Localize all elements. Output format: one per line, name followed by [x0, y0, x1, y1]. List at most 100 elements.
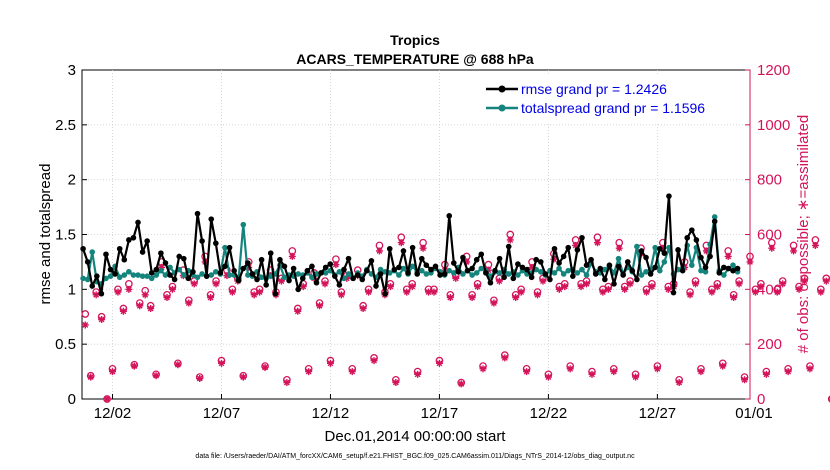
rmse-point: [592, 271, 599, 277]
rmse-point: [162, 260, 169, 266]
totalspread-point: [473, 270, 480, 276]
rmse-point: [464, 267, 471, 274]
rmse-point: [240, 265, 247, 272]
obs-assimilated-point: [81, 321, 89, 329]
totalspread-point: [116, 274, 123, 281]
obs-assimilated-point: [109, 368, 117, 376]
legend: rmse grand pr = 1.2426 totalspread grand…: [480, 76, 742, 122]
obs-assimilated-point: [305, 368, 313, 376]
obs-assimilated-point: [163, 294, 171, 302]
obs-assimilated-point: [583, 280, 591, 288]
rmse-point: [684, 234, 691, 241]
y-axis-label: rmse and totalspread: [37, 164, 54, 305]
obs-assimilated-point: [495, 277, 503, 285]
rmse-point: [135, 219, 141, 226]
rmse-point: [345, 255, 352, 262]
totalspread-point: [469, 272, 475, 278]
obs-assimilated-point: [659, 244, 667, 252]
totalspread-point: [460, 271, 466, 277]
rmse-point: [542, 271, 549, 277]
obs-assimilated-point: [751, 288, 759, 296]
legend-rmse-marker: [498, 85, 506, 93]
totalspread-point: [377, 266, 384, 273]
x-axis-label: Dec.01,2014 00:00:00 start: [325, 428, 507, 445]
rmse-point: [606, 262, 613, 269]
rmse-point: [382, 290, 388, 297]
obs-assimilated-point: [708, 288, 716, 296]
rmse-point: [258, 256, 265, 263]
rmse-point: [158, 250, 164, 256]
obs-assimilated-point: [332, 261, 340, 269]
obs-assimilated-point: [746, 258, 754, 266]
obs-assimilated-point: [539, 277, 547, 285]
rmse-series: [80, 193, 741, 297]
obs-assimilated-point: [343, 274, 351, 282]
obs-assimilated-point: [648, 283, 656, 291]
totalspread-point: [423, 271, 430, 277]
rmse-point: [652, 264, 658, 271]
y2-tick-label-5: 1000: [757, 117, 790, 134]
rmse-point: [707, 253, 713, 260]
chart-title: Tropics: [390, 32, 440, 48]
totalspread-point: [162, 272, 169, 278]
obs-assimilated-point: [261, 363, 269, 371]
obs-assimilated-point: [386, 283, 394, 291]
rmse-point: [437, 272, 443, 278]
obs-assimilated-point: [501, 354, 509, 362]
totalspread-point: [583, 272, 590, 278]
rmse-point: [679, 267, 686, 274]
totalspread-point: [478, 265, 485, 272]
totalspread-point: [226, 272, 233, 278]
rmse-point: [551, 245, 558, 252]
obs-assimilated-point: [359, 305, 367, 313]
legend-spread-label: totalspread grand pr = 1.1596: [521, 100, 705, 116]
obs-assimilated-point: [768, 244, 776, 252]
rmse-point: [167, 272, 173, 278]
rmse-point: [263, 282, 269, 288]
rmse-point: [281, 263, 288, 270]
obs-assimilated-point: [414, 370, 422, 378]
totalspread-point: [199, 271, 205, 277]
obs-assimilated-point: [506, 236, 514, 244]
x-tick-label-5: 12/27: [639, 405, 677, 422]
rmse-point: [505, 243, 512, 250]
rmse-point: [478, 251, 485, 258]
rmse-point: [226, 244, 233, 251]
totalspread-point: [698, 267, 704, 274]
obs-assimilated-point: [337, 291, 345, 299]
totalspread-point: [579, 266, 585, 273]
totalspread-point: [336, 268, 343, 275]
totalspread-point: [711, 214, 718, 220]
obs-assimilated-point: [468, 294, 476, 302]
obs-assimilated-point: [256, 288, 264, 296]
totalspread-point: [634, 243, 640, 250]
rmse-point: [313, 279, 320, 286]
left-axis: 0 0.5 1 1.5 2 2.5 3: [55, 62, 87, 408]
rmse-point: [547, 276, 553, 283]
obs-assimilated-point: [463, 258, 471, 266]
obs-assimilated-point: [653, 365, 661, 373]
rmse-point: [89, 283, 96, 289]
obs-assimilated-point: [217, 359, 225, 367]
obs-assimilated-point: [119, 307, 127, 315]
rmse-point: [620, 272, 626, 278]
totalspread-point: [652, 244, 658, 251]
obs-assimilated-point: [724, 252, 732, 260]
x-tick-label-6: 01/01: [735, 405, 773, 422]
rmse-point: [418, 255, 425, 262]
obs-assimilated-point: [103, 395, 111, 403]
obs-assimilated-point: [98, 315, 106, 323]
rmse-point: [446, 213, 453, 219]
rmse-point: [336, 282, 343, 288]
rmse-point: [656, 245, 663, 252]
totalspread-point: [643, 268, 649, 275]
rmse-point: [364, 267, 370, 274]
rmse-point: [556, 260, 562, 266]
obs-assimilated-point: [277, 277, 285, 285]
rmse-point: [286, 277, 292, 284]
rmse-point: [675, 247, 681, 253]
obs-assimilated-point: [174, 361, 182, 369]
totalspread-point: [222, 244, 228, 251]
gridlines: [82, 70, 750, 399]
